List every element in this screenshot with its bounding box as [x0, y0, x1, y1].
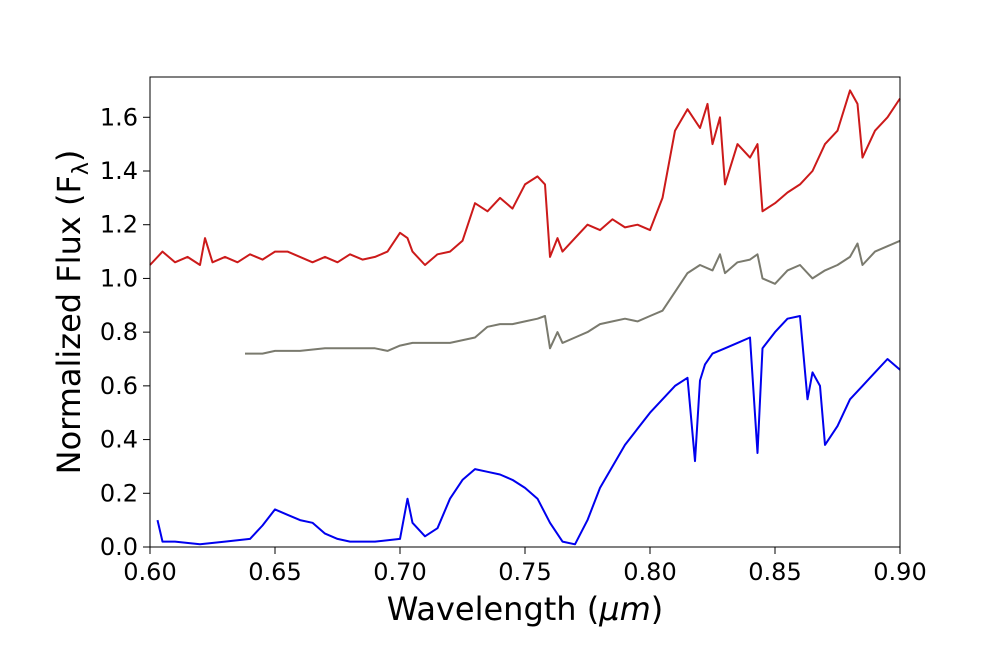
x-tick-label: 0.65 [248, 558, 301, 586]
x-tick-label: 0.80 [623, 558, 676, 586]
y-axis: 0.0 0.2 0.4 0.6 0.8 1.0 1.2 1.4 1.6 [100, 103, 150, 561]
x-tick-label: 0.60 [123, 558, 176, 586]
y-tick-label: 1.4 [100, 157, 138, 185]
spectrum-series-3 [156, 315, 901, 546]
y-tick-label: 0.4 [100, 426, 138, 454]
plot-frame [149, 76, 901, 548]
x-tick-label: 0.85 [748, 558, 801, 586]
x-tick-label: 0.75 [498, 558, 551, 586]
x-axis-label: Wavelength (μm) [387, 590, 664, 628]
spectrum-series-1 [149, 89, 901, 266]
y-tick-label: 0.2 [100, 479, 138, 507]
y-axis-label: Normalized Flux (Fλ) [50, 150, 94, 475]
y-tick-label: 1.6 [100, 103, 138, 131]
y-tick-label: 0.8 [100, 318, 138, 346]
x-tick-label: 0.70 [373, 558, 426, 586]
y-tick-label: 1.2 [100, 211, 138, 239]
y-tick-label: 0.0 [100, 533, 138, 561]
x-axis: 0.60 0.65 0.70 0.75 0.80 0.85 0.90 [123, 547, 927, 586]
y-tick-label: 1.0 [100, 264, 138, 292]
plot-area [149, 89, 901, 546]
x-tick-label: 0.90 [873, 558, 926, 586]
y-tick-label: 0.6 [100, 372, 138, 400]
spectrum-series-2 [245, 239, 901, 355]
